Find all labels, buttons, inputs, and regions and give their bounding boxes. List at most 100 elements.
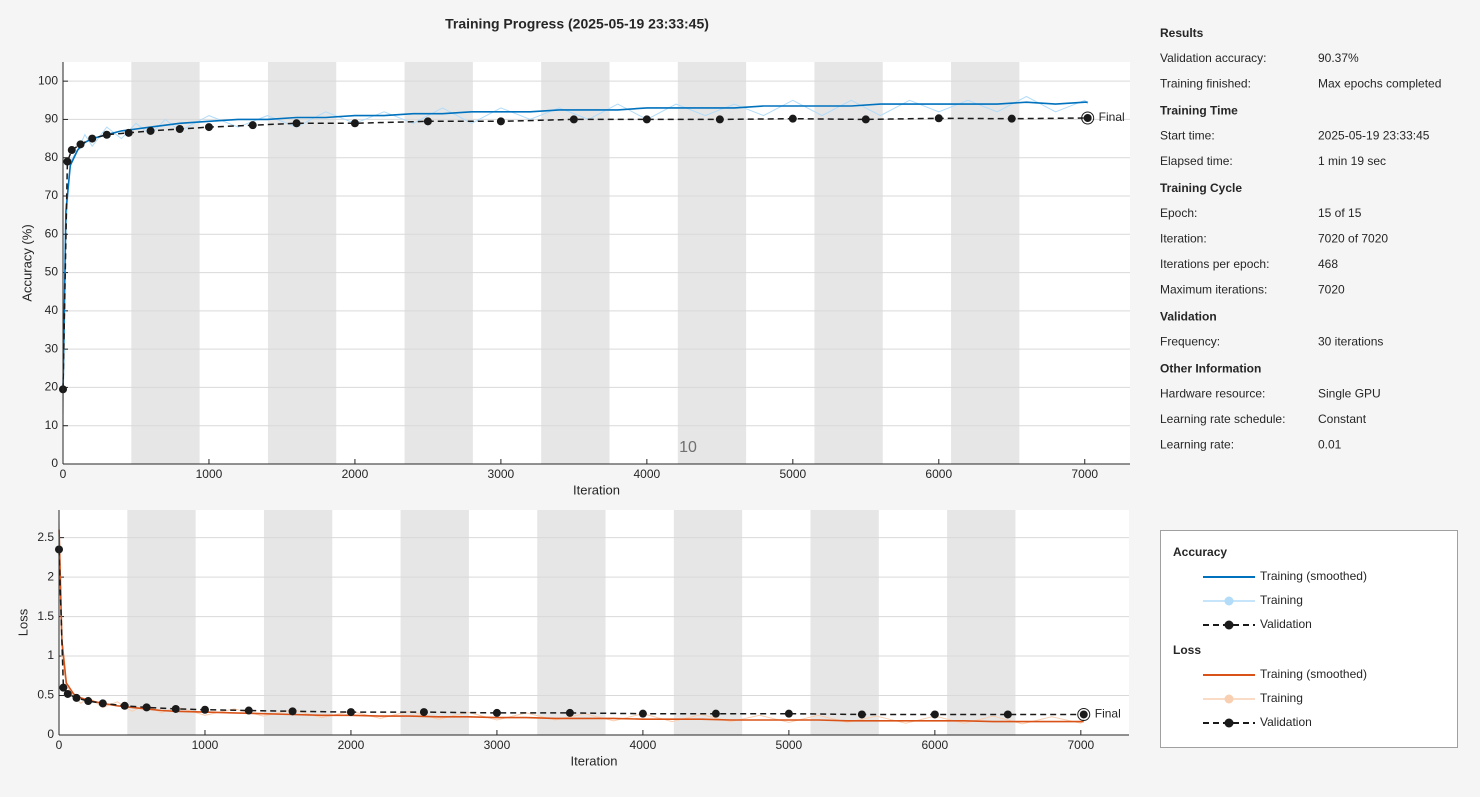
x-tick-label: 4000	[634, 467, 661, 481]
validation-marker	[84, 697, 93, 706]
figure-title: Training Progress (2025-05-19 23:33:45)	[445, 16, 709, 32]
epoch-band	[673, 510, 743, 735]
validation-marker	[292, 119, 301, 128]
validation-marker	[492, 708, 501, 717]
legend-label: Training (smoothed)	[1260, 667, 1367, 681]
x-tick-label: 1000	[196, 467, 223, 481]
validation-marker	[98, 699, 107, 708]
x-tick-label: 2000	[342, 467, 369, 481]
legend-marker	[1224, 596, 1234, 606]
y-axis-label: Accuracy (%)	[19, 224, 34, 301]
y-tick-label: 100	[38, 73, 58, 87]
validation-marker	[715, 115, 724, 124]
epoch-band	[947, 510, 1016, 735]
info-value: Constant	[1318, 412, 1367, 426]
series-line	[58, 529, 1084, 723]
series-line	[62, 95, 1089, 415]
validation-marker	[784, 709, 793, 718]
info-value: 7020	[1318, 283, 1345, 297]
epoch-band	[541, 62, 610, 464]
epoch-band	[267, 62, 337, 464]
y-tick-label: 2	[47, 569, 54, 583]
info-label: Learning rate schedule:	[1160, 412, 1285, 426]
info-section-title: Training Cycle	[1160, 181, 1242, 195]
info-section-title: Results	[1160, 26, 1204, 40]
validation-marker	[67, 146, 76, 155]
x-tick-label: 0	[60, 467, 67, 481]
info-value: 7020 of 7020	[1318, 232, 1388, 246]
validation-marker	[496, 117, 505, 126]
y-axis-label: Loss	[15, 608, 30, 636]
info-value: 0.01	[1318, 438, 1342, 452]
epoch-band	[677, 62, 747, 464]
x-axis-label: Iteration	[573, 482, 620, 497]
validation-marker	[102, 130, 111, 139]
info-label: Iteration:	[1160, 232, 1207, 246]
legend-marker	[1224, 694, 1234, 704]
epoch-band	[400, 510, 469, 735]
legend-label: Training	[1260, 593, 1303, 607]
validation-marker	[711, 709, 720, 718]
validation-marker	[146, 126, 155, 135]
validation-marker	[120, 701, 129, 710]
final-marker	[1077, 707, 1091, 721]
y-tick-label: 0	[51, 456, 58, 470]
info-value: Single GPU	[1318, 387, 1381, 401]
info-value: Max epochs completed	[1318, 77, 1441, 91]
legend-title: Accuracy	[1173, 545, 1227, 559]
info-label: Iterations per epoch:	[1160, 257, 1269, 271]
x-tick-label: 6000	[925, 467, 952, 481]
validation-marker	[288, 707, 297, 716]
validation-marker	[638, 709, 647, 718]
y-tick-label: 0.5	[37, 688, 54, 702]
validation-marker	[88, 134, 97, 143]
x-tick-label: 4000	[630, 738, 657, 752]
validation-marker	[124, 128, 133, 137]
y-tick-label: 0	[47, 727, 54, 741]
validation-marker	[204, 123, 213, 132]
validation-marker	[419, 708, 428, 717]
y-tick-label: 50	[45, 265, 59, 279]
validation-marker	[1007, 114, 1016, 123]
x-tick-label: 2000	[338, 738, 365, 752]
validation-marker	[175, 125, 184, 133]
validation-marker	[200, 705, 209, 714]
validation-marker	[63, 157, 72, 166]
validation-marker	[423, 117, 432, 126]
validation-marker	[63, 689, 72, 698]
legend-label: Validation	[1260, 617, 1312, 631]
info-label: Validation accuracy:	[1160, 51, 1267, 65]
validation-marker	[569, 115, 578, 124]
info-label: Hardware resource:	[1160, 387, 1265, 401]
x-tick-label: 6000	[922, 738, 949, 752]
info-label: Training finished:	[1160, 77, 1251, 91]
validation-marker	[346, 708, 355, 717]
info-section-title: Training Time	[1160, 104, 1238, 118]
epoch-band	[263, 510, 333, 735]
x-tick-label: 5000	[776, 738, 803, 752]
info-label: Start time:	[1160, 129, 1215, 143]
validation-marker	[1079, 710, 1088, 719]
annotation: 10	[679, 439, 697, 456]
x-tick-label: 7000	[1067, 738, 1094, 752]
info-section-title: Other Information	[1160, 362, 1261, 376]
info-label: Learning rate:	[1160, 438, 1234, 452]
final-label: Final	[1099, 110, 1125, 124]
y-tick-label: 10	[45, 418, 59, 432]
info-value: 30 iterations	[1318, 335, 1383, 349]
info-label: Epoch:	[1160, 206, 1197, 220]
series-line	[58, 521, 1085, 725]
info-value: 90.37%	[1318, 51, 1359, 65]
info-label: Elapsed time:	[1160, 154, 1233, 168]
y-tick-label: 60	[45, 226, 59, 240]
epoch-band	[404, 62, 473, 464]
legend-label: Training (smoothed)	[1260, 569, 1367, 583]
final-marker	[1081, 111, 1095, 125]
validation-marker	[142, 703, 151, 712]
y-tick-label: 70	[45, 188, 59, 202]
x-axis-label: Iteration	[571, 753, 618, 768]
y-tick-label: 40	[45, 303, 59, 317]
y-tick-label: 20	[45, 380, 59, 394]
validation-marker	[565, 708, 574, 717]
